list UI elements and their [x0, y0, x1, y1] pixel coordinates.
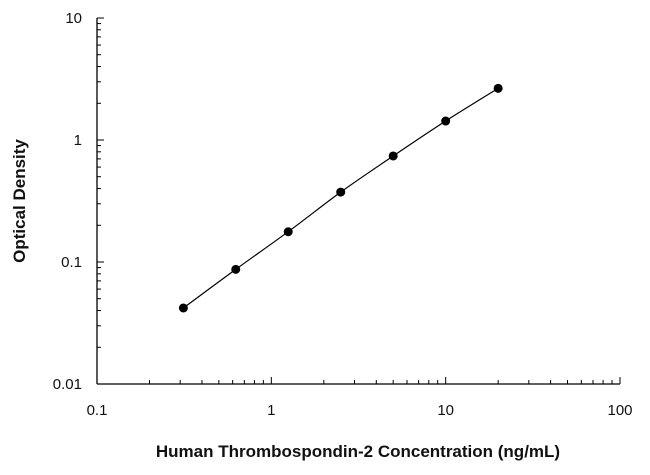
data-point [178, 303, 188, 313]
data-point [231, 264, 241, 274]
y-tick-label: 0.1 [61, 254, 82, 271]
data-point [336, 187, 346, 197]
x-tick-label: 0.1 [87, 402, 108, 419]
fitted-curve-group [183, 87, 499, 309]
data-point [388, 151, 398, 161]
data-point [283, 227, 293, 237]
x-tick-labels: 0.1 1 10 100 [87, 402, 633, 419]
fitted-curve [183, 87, 499, 309]
data-points [178, 83, 503, 313]
y-tick-label: 1 [74, 132, 82, 149]
x-tick-label: 10 [437, 402, 454, 419]
y-axis-title: Optical Density [10, 139, 29, 263]
axes [96, 18, 620, 385]
data-point [493, 83, 503, 93]
x-axis-title: Human Thrombospondin-2 Concentration (ng… [156, 442, 560, 461]
x-tick-label: 100 [607, 402, 632, 419]
x-tick-label: 1 [267, 402, 275, 419]
y-tick-label: 10 [65, 10, 82, 27]
tick-marks [96, 17, 621, 385]
y-tick-labels: 0.01 0.1 1 10 [53, 10, 82, 393]
data-point [441, 116, 451, 126]
y-tick-label: 0.01 [53, 376, 82, 393]
